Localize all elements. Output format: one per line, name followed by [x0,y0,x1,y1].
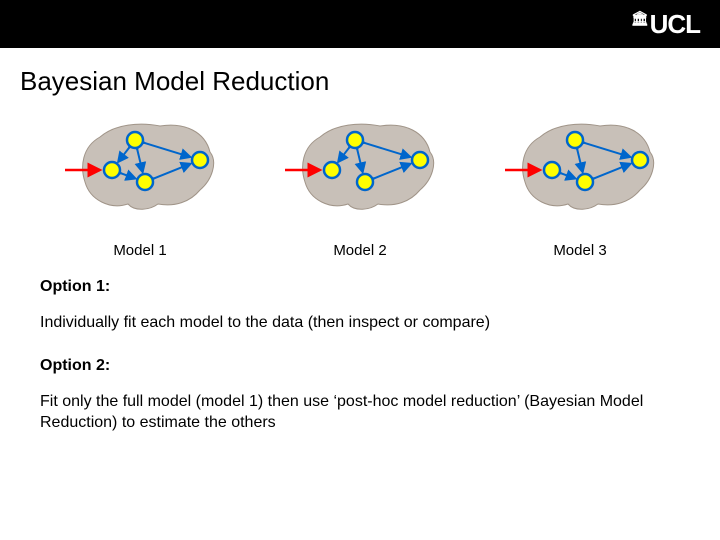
model-2-diagram [260,112,460,222]
model-1-col: Model 1 [40,112,240,259]
model-1-label: Model 1 [113,242,166,259]
model-2-col: Model 2 [260,112,460,259]
option2-label: Option 2: [40,355,680,377]
option2-body: Fit only the full model (model 1) then u… [40,391,680,434]
ucl-logo: 🏛UCL [631,9,700,40]
option1-label: Option 1: [40,276,680,298]
model-1-diagram [40,112,240,222]
option1-body: Individually fit each model to the data … [40,312,680,334]
diagrams-row: Model 1 Model 2 Model 3 [0,107,720,264]
dome-icon: 🏛 [631,10,648,27]
model-2-label: Model 2 [333,242,386,259]
logo-text: UCL [650,9,700,40]
page-title: Bayesian Model Reduction [0,48,720,107]
model-3-diagram [480,112,680,222]
model-3-label: Model 3 [553,242,606,259]
header-bar: 🏛UCL [0,0,720,48]
model-3-col: Model 3 [480,112,680,259]
body-text: Option 1: Individually fit each model to… [0,264,720,434]
